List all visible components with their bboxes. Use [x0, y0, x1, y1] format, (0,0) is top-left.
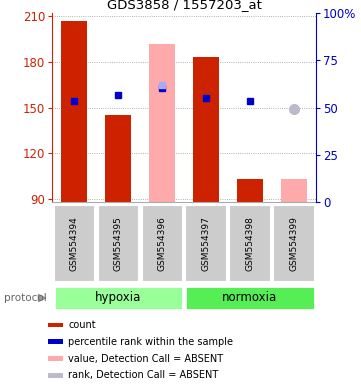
Title: GDS3858 / 1557203_at: GDS3858 / 1557203_at: [106, 0, 262, 11]
Text: hypoxia: hypoxia: [95, 291, 142, 305]
Bar: [273, 205, 314, 283]
Bar: [237, 179, 263, 202]
Bar: [48, 373, 63, 378]
Text: value, Detection Call = ABSENT: value, Detection Call = ABSENT: [68, 354, 223, 364]
Text: protocol: protocol: [4, 293, 46, 303]
Bar: [186, 286, 314, 310]
Bar: [186, 205, 227, 283]
Bar: [193, 58, 219, 202]
Text: GSM554395: GSM554395: [114, 216, 123, 271]
Text: GSM554397: GSM554397: [201, 216, 210, 271]
Bar: [149, 44, 175, 202]
Text: rank, Detection Call = ABSENT: rank, Detection Call = ABSENT: [68, 370, 218, 381]
Bar: [281, 179, 307, 202]
Bar: [54, 286, 183, 310]
Text: GSM554399: GSM554399: [290, 216, 299, 271]
Bar: [142, 205, 183, 283]
Text: GSM554394: GSM554394: [70, 216, 79, 271]
Bar: [61, 21, 87, 202]
Bar: [105, 115, 131, 202]
Bar: [229, 205, 271, 283]
Bar: [48, 323, 63, 327]
Text: percentile rank within the sample: percentile rank within the sample: [68, 337, 233, 347]
Bar: [97, 205, 139, 283]
Text: GSM554396: GSM554396: [158, 216, 167, 271]
Text: normoxia: normoxia: [222, 291, 278, 305]
Text: GSM554398: GSM554398: [245, 216, 255, 271]
Bar: [54, 205, 95, 283]
Bar: [48, 356, 63, 361]
Text: count: count: [68, 320, 96, 330]
Bar: [48, 339, 63, 344]
